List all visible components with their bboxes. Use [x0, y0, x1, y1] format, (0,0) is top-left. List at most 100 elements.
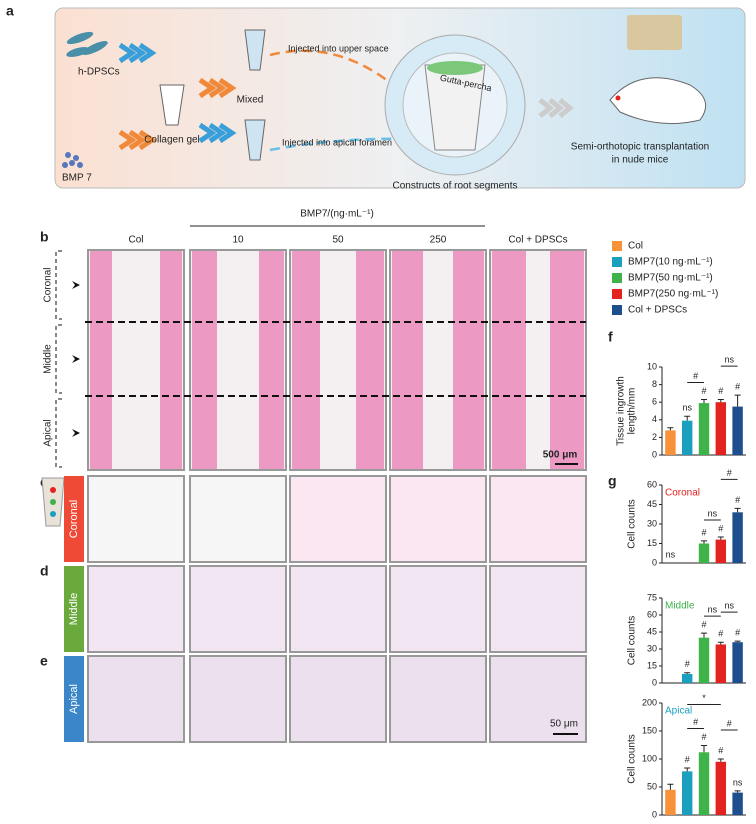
chart-title: Coronal: [665, 488, 700, 499]
micrograph: [87, 475, 185, 563]
y-axis-label: Cell counts: [627, 734, 638, 783]
error-bar: [667, 427, 674, 431]
region-label: Apical: [68, 684, 80, 714]
bracket-label: ns: [724, 355, 734, 365]
bracket-label: #: [727, 718, 732, 728]
label: Injected into apical foramen: [282, 137, 392, 147]
y-tick-label: 50: [647, 781, 657, 791]
error-bar: [684, 415, 691, 421]
dentin: [292, 251, 320, 469]
y-tick-label: 6: [652, 397, 657, 407]
y-tick-label: 0: [652, 677, 657, 687]
significance: #: [718, 523, 723, 533]
legend-swatch: [612, 241, 622, 251]
bmp-icon: [62, 152, 83, 168]
tube: [159, 84, 185, 126]
significance: #: [685, 659, 690, 669]
significance: ns: [682, 403, 692, 413]
y-tick-label: 0: [652, 557, 657, 567]
micrograph: [389, 475, 487, 563]
micrograph: [389, 655, 487, 743]
bracket-label: ns: [708, 508, 718, 518]
micrograph: [389, 565, 487, 653]
micrograph: [87, 565, 185, 653]
legend-swatch: [612, 289, 622, 299]
chevron: [118, 42, 157, 64]
tube: [244, 29, 266, 71]
panel-label: a: [6, 3, 14, 19]
error-bar: [701, 632, 707, 638]
region-label: Coronal: [43, 267, 54, 302]
region-label: Middle: [43, 344, 54, 374]
bar: [715, 402, 727, 455]
significance: #: [735, 627, 740, 637]
error-bar: [701, 399, 707, 404]
micrograph: [289, 655, 387, 743]
dentin: [192, 251, 217, 469]
micrograph: [489, 565, 587, 653]
y-tick-label: 8: [652, 379, 657, 389]
panel-label: f: [608, 329, 613, 345]
cells-icon: [66, 31, 108, 57]
error-bar: [684, 767, 691, 772]
error-bar: [717, 758, 724, 762]
y-tick-label: 0: [652, 809, 657, 819]
column-header: Col: [128, 235, 143, 246]
error-bar: [717, 641, 724, 645]
dentin: [90, 251, 112, 469]
scale-label: 50 μm: [550, 719, 578, 730]
scale-label: 500 μm: [543, 450, 578, 461]
chart-title: Middle: [665, 601, 695, 612]
region-bracket: [55, 398, 62, 468]
y-tick-label: 30: [647, 518, 657, 528]
legend-label: Col: [628, 241, 643, 252]
column-header: 250: [430, 235, 447, 246]
panel-label: b: [40, 229, 49, 245]
arrowhead: [72, 355, 80, 363]
micrograph: [189, 655, 287, 743]
label: Mixed: [237, 95, 264, 106]
legend-label: BMP7(10 ng·mL⁻¹): [628, 257, 713, 268]
region-label: Middle: [68, 593, 80, 625]
mouse-eye: [615, 95, 621, 101]
column-header: 50: [332, 235, 344, 246]
chevron: [118, 129, 157, 151]
region-bracket: [55, 250, 62, 320]
significance: ns: [733, 777, 743, 787]
error-bar: [701, 745, 707, 753]
y-tick-label: 0: [652, 449, 657, 459]
mouse: [609, 77, 707, 125]
bar: [665, 430, 676, 455]
y-tick-label: 150: [642, 725, 657, 735]
bar: [715, 644, 727, 683]
micrograph: [189, 475, 287, 563]
y-tick-label: 60: [647, 479, 657, 489]
micrograph: [87, 655, 185, 743]
significance: #: [701, 527, 706, 537]
dentin: [550, 251, 584, 469]
significance: #: [718, 745, 723, 755]
significance: #: [685, 754, 690, 764]
error-bar: [667, 783, 674, 790]
bar: [681, 420, 693, 455]
arrowhead: [72, 429, 80, 437]
dentin: [259, 251, 284, 469]
y-tick-label: 100: [642, 753, 657, 763]
legend-label: BMP7(250 ng·mL⁻¹): [628, 289, 718, 300]
y-tick-label: 15: [647, 538, 657, 548]
y-tick-label: 200: [642, 697, 657, 707]
mouse-photo: [627, 15, 682, 50]
chevron: [198, 122, 237, 144]
label: Collagen gel: [144, 135, 200, 146]
bar: [698, 403, 710, 455]
error-bar: [717, 399, 724, 403]
region-tab: [64, 566, 84, 652]
significance: #: [718, 629, 723, 639]
bracket-label: ns: [724, 600, 734, 610]
dentin: [453, 251, 484, 469]
significance: ns: [666, 549, 676, 559]
region-tab: [64, 656, 84, 742]
legend-swatch: [612, 305, 622, 315]
dentin: [356, 251, 384, 469]
